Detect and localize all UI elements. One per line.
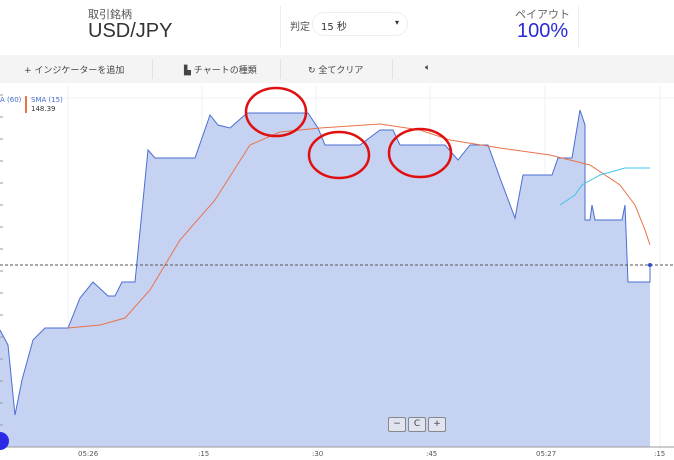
sma60-line [559,167,650,206]
refresh-icon: ↻ [308,66,319,76]
divider [152,59,153,79]
divider [578,6,579,48]
x-label: :30 [312,450,324,458]
header: 取引銘柄 USD/JPY 判定 15 秒 ▾ ペイアウト 100% [0,0,674,55]
x-label: :15 [198,450,210,458]
chart-icon: ▙ [184,66,194,76]
legend-sma15-value: 148.39 [31,105,56,113]
zoom-controls: − C + [388,417,446,432]
x-label: :45 [426,450,438,458]
divider [392,59,393,79]
x-label: 05:26 [78,450,99,458]
marker-dot [0,432,9,450]
chart-toolbar: + インジケーターを追加 ▙ チャートの種類 ↻ 全てクリア 🔈︎ [0,55,674,83]
symbol-label: 取引銘柄 [88,8,132,21]
zoom-reset-button[interactable]: C [408,417,426,432]
legend-sma15[interactable]: SMA (15) [31,96,63,104]
annotation-circle [307,130,371,180]
chevron-down-icon: ▾ [394,18,399,27]
payout-value: 100% [517,20,569,42]
annotation-circle [244,86,308,138]
clear-all-label: 全てクリア [318,66,364,76]
chart-type-button[interactable]: ▙ チャートの種類 [184,63,257,76]
zoom-out-button[interactable]: − [388,417,406,432]
clear-all-button[interactable]: ↻ 全てクリア [308,63,363,76]
payout-label: ペイアウト [515,8,570,21]
symbol[interactable]: USD/JPY [88,20,173,42]
divider [280,6,281,48]
legend-sma15-swatch [25,96,27,113]
judge-select[interactable]: 15 秒 ▾ [312,12,408,36]
annotation-circle [387,127,453,179]
price-area [0,110,650,447]
divider [280,59,281,79]
zoom-in-button[interactable]: + [428,417,446,432]
judge-label: 判定 [290,22,310,33]
x-label: :15 [654,450,666,458]
current-price-dot [648,263,652,267]
price-line [0,109,651,416]
chart-type-label: チャートの種類 [193,66,257,76]
add-indicator-button[interactable]: + インジケーターを追加 [24,66,125,76]
sma15-line [67,123,651,329]
judge-value: 15 秒 [321,22,347,33]
x-label: 05:27 [536,450,557,458]
speaker-icon[interactable]: 🔈︎ [425,63,431,73]
legend-sma60[interactable]: A (60) [0,96,22,104]
price-chart[interactable] [0,83,674,460]
